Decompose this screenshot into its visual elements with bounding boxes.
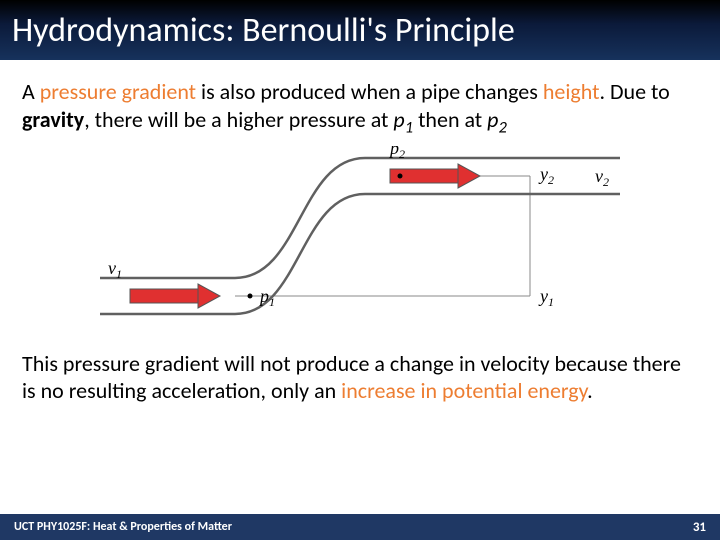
p1-t2: pressure gradient	[40, 78, 196, 105]
slide-title: Hydrodynamics: Bernoulli's Principle	[12, 10, 515, 51]
pipe-diagram: v1 p1 p2 v2 y2 y1	[100, 146, 620, 336]
p2-t2: increase in potential energy	[341, 377, 587, 404]
arrow-upper	[390, 164, 480, 188]
p1-t1: A	[22, 78, 40, 105]
p1-t10: then at	[413, 106, 487, 133]
p1-t6: gravity	[22, 106, 84, 133]
p1-t3: is also produced when a pipe changes	[196, 78, 543, 105]
paragraph-2: This pressure gradient will not produce …	[22, 350, 698, 405]
footer-course: UCT PHY1025F: Heat & Properties of Matte…	[14, 520, 232, 534]
p1-p1-sub: 1	[405, 117, 413, 137]
label-y1: y1	[538, 286, 554, 309]
title-bar: Hydrodynamics: Bernoulli's Principle	[0, 0, 720, 60]
p1-dot	[248, 293, 253, 298]
label-y2: y2	[538, 164, 554, 187]
diagram-container: v1 p1 p2 v2 y2 y1	[22, 146, 698, 336]
p1-t7: , there will be a higher pressure at	[84, 106, 393, 133]
footer-bar: UCT PHY1025F: Heat & Properties of Matte…	[0, 514, 720, 540]
label-p1: p1	[258, 286, 275, 309]
p1-t5: . Due to	[599, 78, 669, 105]
arrow-lower	[130, 284, 220, 308]
footer-page-number: 31	[693, 520, 706, 535]
label-v1: v1	[108, 258, 122, 281]
p1-p2-sub: 2	[498, 117, 506, 137]
content-area: A pressure gradient is also produced whe…	[0, 60, 720, 405]
paragraph-1: A pressure gradient is also produced whe…	[22, 78, 698, 138]
p1-p1: p	[393, 106, 404, 133]
p2-t3: .	[587, 377, 593, 404]
label-v2: v2	[595, 166, 609, 189]
p1-t4: height	[543, 78, 600, 105]
p1-p2: p	[487, 106, 498, 133]
p2-dot	[398, 173, 403, 178]
